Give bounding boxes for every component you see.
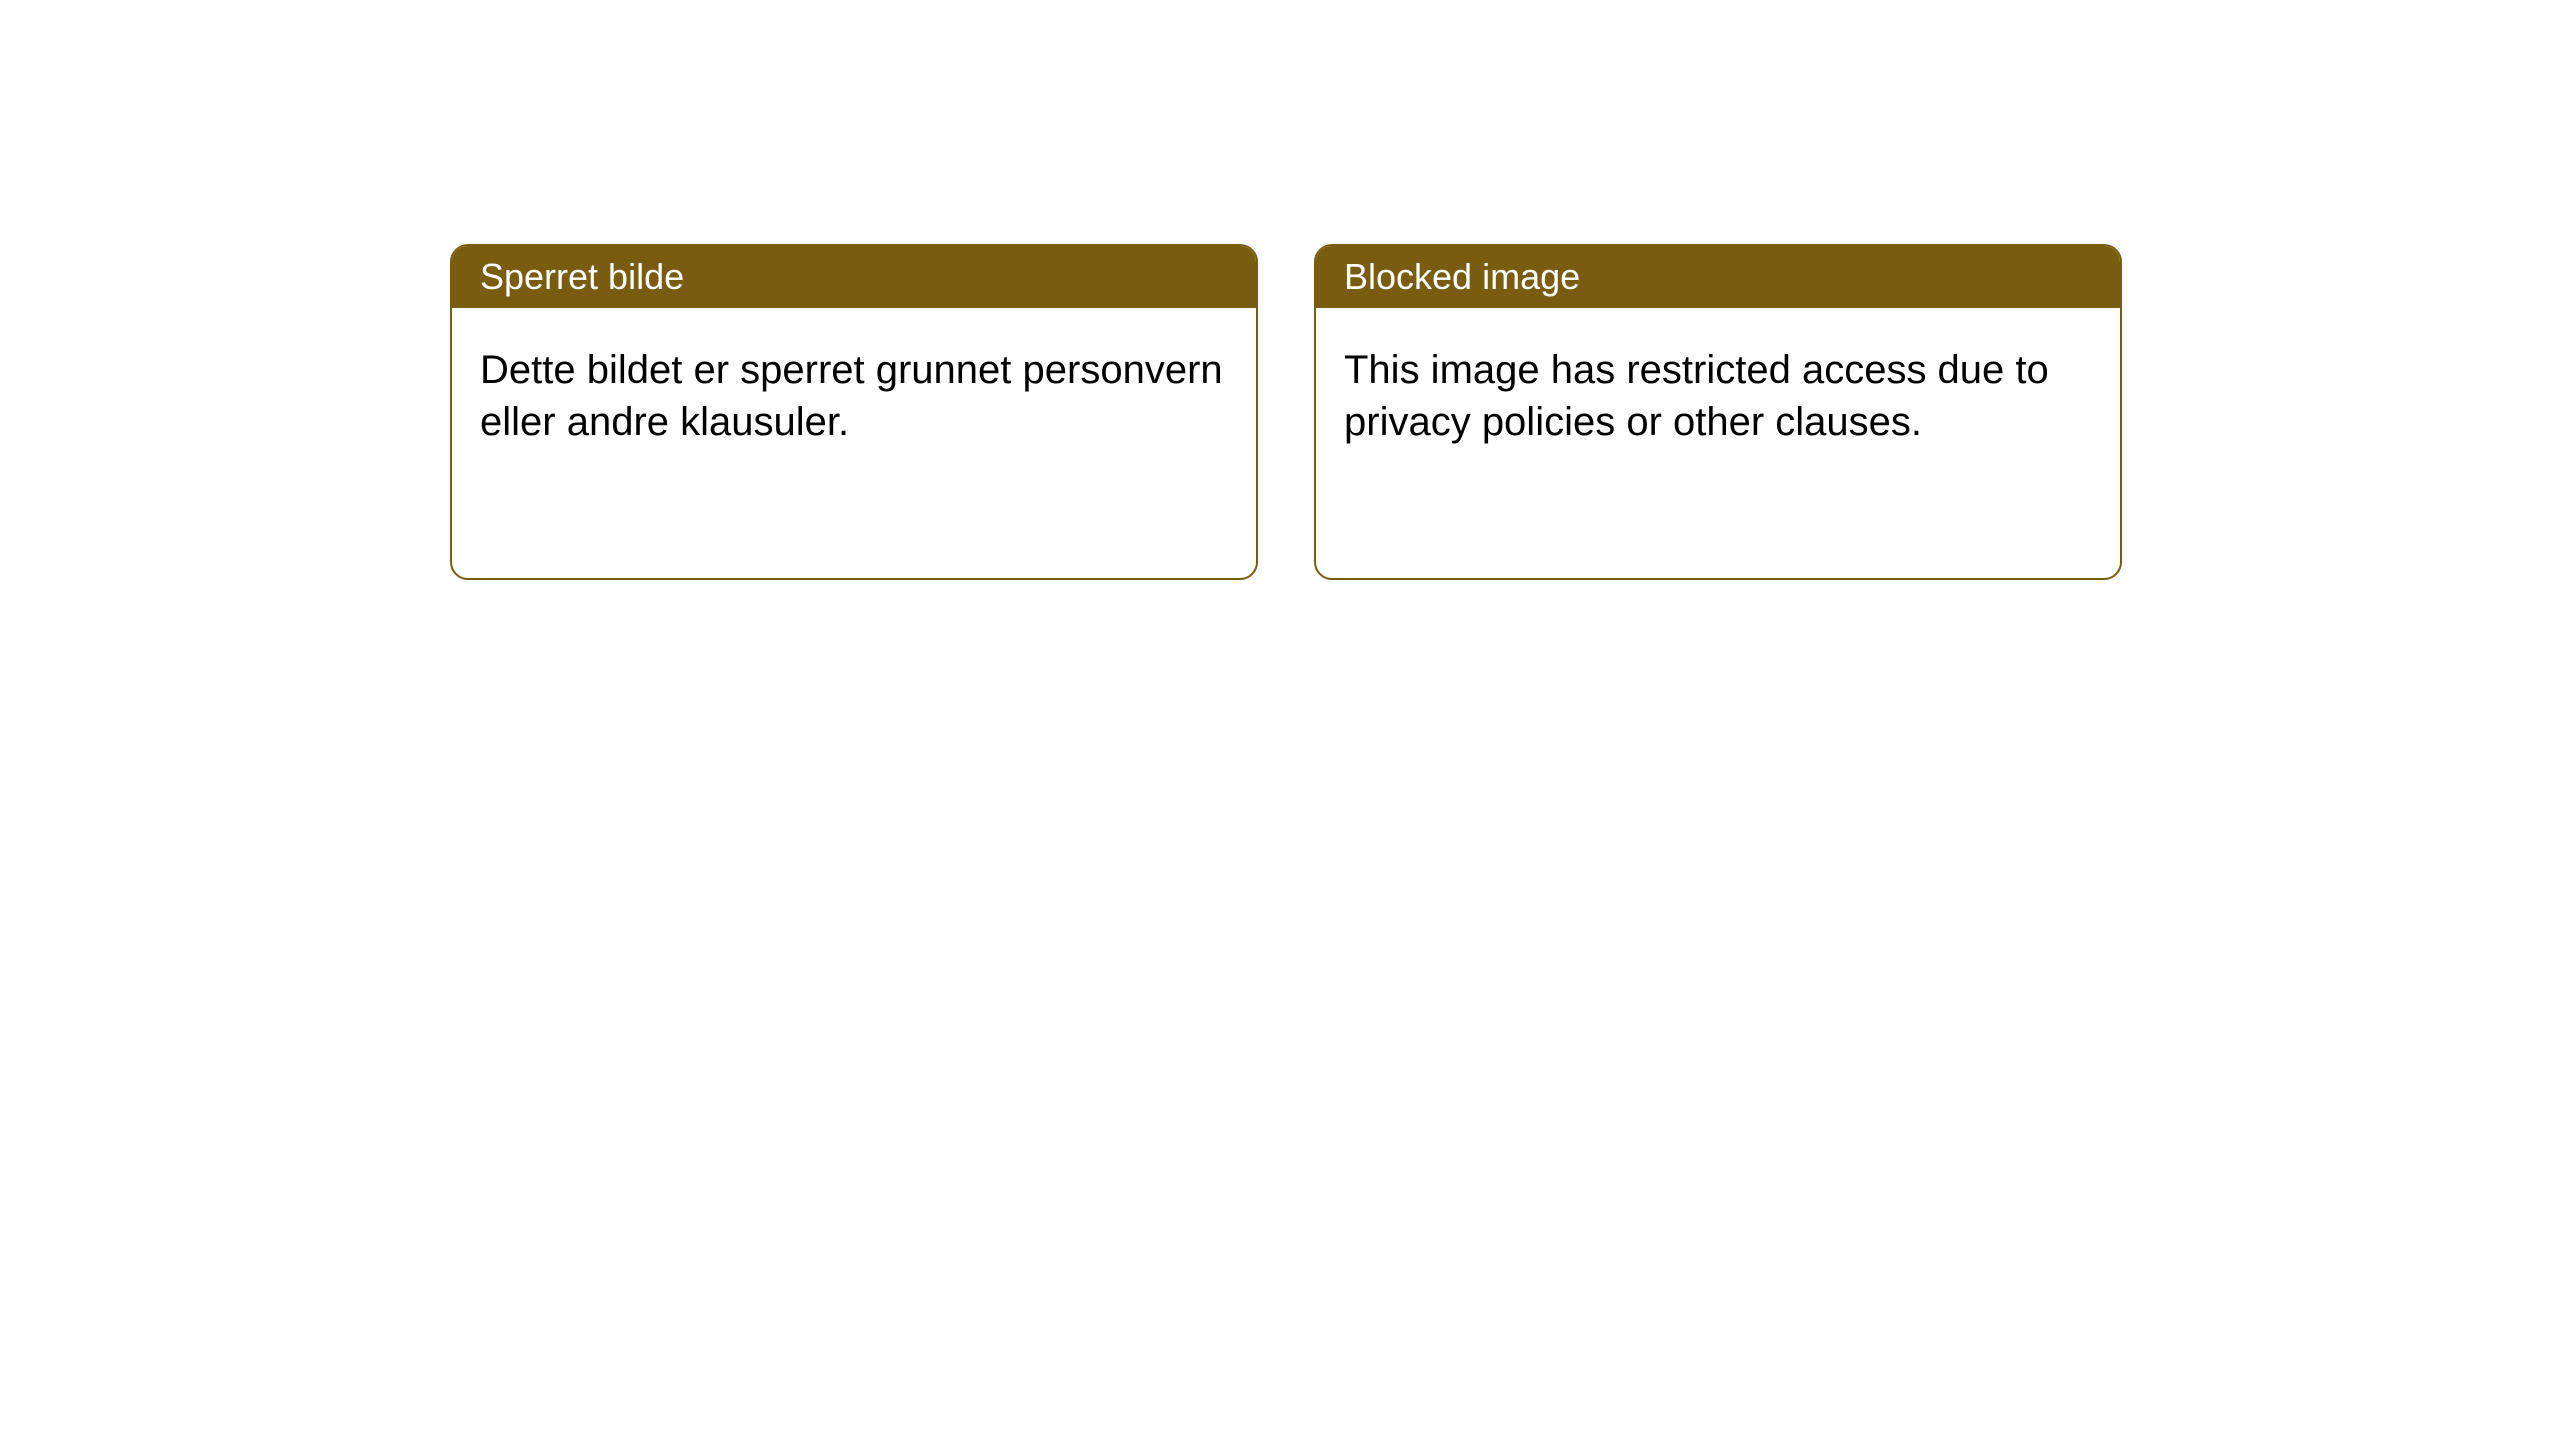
notice-message: This image has restricted access due to … xyxy=(1344,348,2049,444)
notice-header: Sperret bilde xyxy=(452,246,1256,308)
notice-message: Dette bildet er sperret grunnet personve… xyxy=(480,348,1223,444)
notice-card-norwegian: Sperret bilde Dette bildet er sperret gr… xyxy=(450,244,1258,580)
notice-title: Blocked image xyxy=(1344,256,1580,297)
notice-header: Blocked image xyxy=(1316,246,2120,308)
notice-body: This image has restricted access due to … xyxy=(1316,308,2120,578)
notice-container: Sperret bilde Dette bildet er sperret gr… xyxy=(450,244,2122,580)
notice-body: Dette bildet er sperret grunnet personve… xyxy=(452,308,1256,578)
notice-card-english: Blocked image This image has restricted … xyxy=(1314,244,2122,580)
notice-title: Sperret bilde xyxy=(480,256,684,297)
